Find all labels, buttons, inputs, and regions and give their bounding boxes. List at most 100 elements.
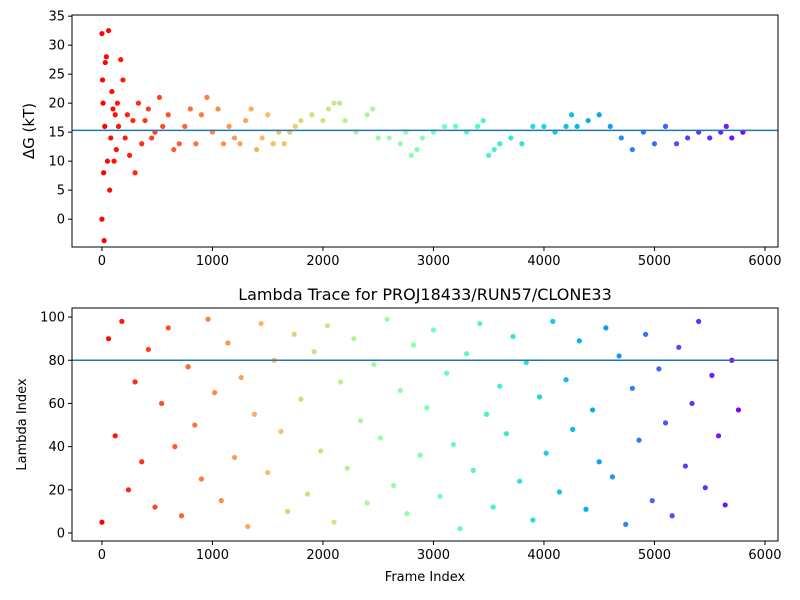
point xyxy=(135,100,142,106)
point xyxy=(205,316,211,322)
point xyxy=(444,370,450,376)
point xyxy=(723,123,729,129)
point xyxy=(109,88,115,95)
point xyxy=(278,428,284,435)
point xyxy=(384,316,390,322)
point xyxy=(182,123,188,129)
x-tick-label: 5000 xyxy=(638,254,671,269)
point xyxy=(563,123,569,129)
point xyxy=(480,117,486,124)
x-tick-label: 4000 xyxy=(527,548,560,563)
y-tick-label: 20 xyxy=(48,97,65,112)
point xyxy=(441,123,448,129)
point xyxy=(616,353,622,359)
y-axis-label: ΔG (kT) xyxy=(20,103,38,159)
y-tick-label: 5 xyxy=(57,184,65,199)
point xyxy=(673,141,680,147)
y-tick-label: 20 xyxy=(48,483,65,498)
point xyxy=(171,146,177,153)
point xyxy=(113,146,119,153)
point xyxy=(324,323,330,329)
point xyxy=(452,123,459,129)
point xyxy=(563,377,569,383)
x-tick-label: 6000 xyxy=(748,548,781,563)
point xyxy=(477,320,483,327)
y-tick-label: 80 xyxy=(48,354,65,369)
point xyxy=(662,420,669,426)
point xyxy=(550,318,556,324)
point xyxy=(291,331,297,337)
point xyxy=(676,344,682,350)
x-tick-label: 0 xyxy=(98,254,106,269)
point xyxy=(715,433,722,439)
point xyxy=(159,400,165,407)
point xyxy=(397,387,403,394)
point xyxy=(414,146,420,153)
point xyxy=(636,437,642,443)
point xyxy=(437,493,443,499)
point xyxy=(603,325,609,331)
point xyxy=(709,372,715,378)
point xyxy=(364,500,370,506)
point xyxy=(629,385,635,391)
point xyxy=(656,366,662,372)
x-tick-label: 3000 xyxy=(417,254,450,269)
point xyxy=(375,135,381,141)
point xyxy=(517,478,523,484)
point xyxy=(649,498,655,504)
point xyxy=(107,187,113,193)
point xyxy=(108,135,114,141)
point xyxy=(226,123,232,129)
point xyxy=(245,523,251,530)
point xyxy=(298,396,304,402)
point xyxy=(430,327,437,333)
point xyxy=(99,77,106,83)
point xyxy=(536,394,543,400)
point xyxy=(364,112,370,118)
point xyxy=(357,418,364,424)
point xyxy=(204,94,210,100)
y-tick-label: 40 xyxy=(48,440,65,455)
point xyxy=(110,106,116,112)
point xyxy=(192,422,198,428)
point xyxy=(419,135,426,141)
point xyxy=(104,158,111,164)
point xyxy=(651,141,658,147)
point xyxy=(491,146,497,153)
point xyxy=(643,331,649,337)
point xyxy=(629,146,635,153)
point xyxy=(281,141,287,147)
point xyxy=(265,469,271,476)
point xyxy=(114,100,121,106)
point xyxy=(198,112,204,118)
point xyxy=(298,117,304,124)
point xyxy=(311,349,317,355)
point xyxy=(145,106,151,112)
point xyxy=(397,141,403,147)
point xyxy=(682,463,688,469)
x-axis-label: Frame Index xyxy=(385,570,466,585)
point xyxy=(331,519,337,525)
x-tick-label: 1000 xyxy=(196,254,229,269)
point xyxy=(156,94,163,100)
point xyxy=(101,238,107,244)
point xyxy=(568,112,575,118)
point xyxy=(404,510,410,517)
point xyxy=(231,454,238,461)
point xyxy=(320,117,326,124)
point xyxy=(450,441,456,448)
point xyxy=(336,100,343,106)
point xyxy=(722,502,728,508)
point xyxy=(318,448,324,454)
point xyxy=(99,216,105,222)
point xyxy=(543,450,549,456)
point xyxy=(556,489,563,495)
point xyxy=(265,112,271,118)
point xyxy=(142,117,148,124)
point xyxy=(112,112,118,118)
point xyxy=(424,405,430,411)
point xyxy=(102,59,108,66)
point xyxy=(519,141,525,147)
point xyxy=(193,141,199,147)
